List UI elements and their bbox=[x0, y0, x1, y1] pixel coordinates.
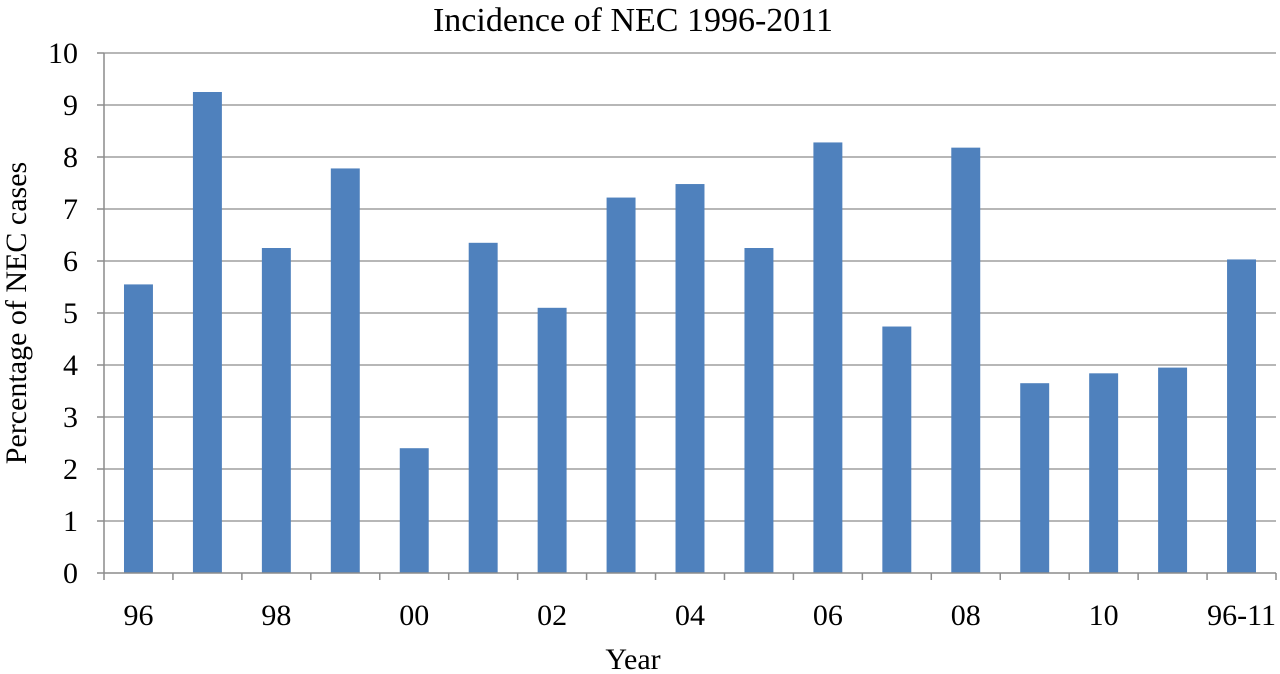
bars bbox=[123, 92, 1257, 574]
y-tick-label: 3 bbox=[63, 401, 78, 434]
y-tick-label: 7 bbox=[63, 193, 78, 226]
bar-09 bbox=[1020, 383, 1050, 573]
x-tick-label: 02 bbox=[537, 599, 567, 632]
bar-96-11 bbox=[1227, 259, 1257, 573]
bar-07 bbox=[882, 326, 912, 573]
y-tick-label: 5 bbox=[63, 297, 78, 330]
x-tick-label: 96 bbox=[123, 599, 153, 632]
y-tick-label: 1 bbox=[63, 505, 78, 538]
bar-04 bbox=[675, 184, 705, 574]
bar-97 bbox=[192, 92, 222, 573]
y-axis-label: Percentage of NEC cases bbox=[0, 162, 33, 464]
x-tick-label: 96-11 bbox=[1207, 599, 1276, 632]
y-tick-label: 10 bbox=[48, 37, 78, 70]
bar-98 bbox=[261, 248, 291, 573]
bar-10 bbox=[1089, 373, 1119, 573]
bar-99 bbox=[330, 168, 360, 573]
x-tick-label: 04 bbox=[675, 599, 705, 632]
axes bbox=[97, 52, 1277, 580]
x-tick-label: 08 bbox=[951, 599, 981, 632]
chart-title: Incidence of NEC 1996-2011 bbox=[433, 2, 833, 39]
bar-05 bbox=[744, 248, 774, 573]
y-tick-label: 8 bbox=[63, 141, 78, 174]
bar-02 bbox=[537, 307, 567, 573]
bar-03 bbox=[606, 197, 636, 573]
y-tick-label: 6 bbox=[63, 245, 78, 278]
bar-06 bbox=[813, 142, 843, 573]
y-tick-label: 4 bbox=[63, 349, 78, 382]
bar-96 bbox=[123, 284, 153, 573]
x-axis-label: Year bbox=[605, 643, 660, 674]
bar-11 bbox=[1158, 367, 1188, 573]
x-tick-labels: 96 98 00 02 04 06 08 10 96-11 bbox=[123, 599, 1276, 632]
y-tick-label: 0 bbox=[63, 557, 78, 590]
x-tick-label: 98 bbox=[261, 599, 291, 632]
x-tick-label: 06 bbox=[813, 599, 843, 632]
bar-08 bbox=[951, 147, 981, 573]
x-tick-label: 00 bbox=[399, 599, 429, 632]
x-tick-label: 10 bbox=[1089, 599, 1119, 632]
bar-01 bbox=[468, 242, 498, 574]
y-tick-label: 2 bbox=[63, 453, 78, 486]
y-tick-labels: 0 1 2 3 4 5 6 7 8 9 10 bbox=[48, 37, 78, 590]
bar-00 bbox=[399, 448, 429, 573]
y-tick-label: 9 bbox=[63, 89, 78, 122]
